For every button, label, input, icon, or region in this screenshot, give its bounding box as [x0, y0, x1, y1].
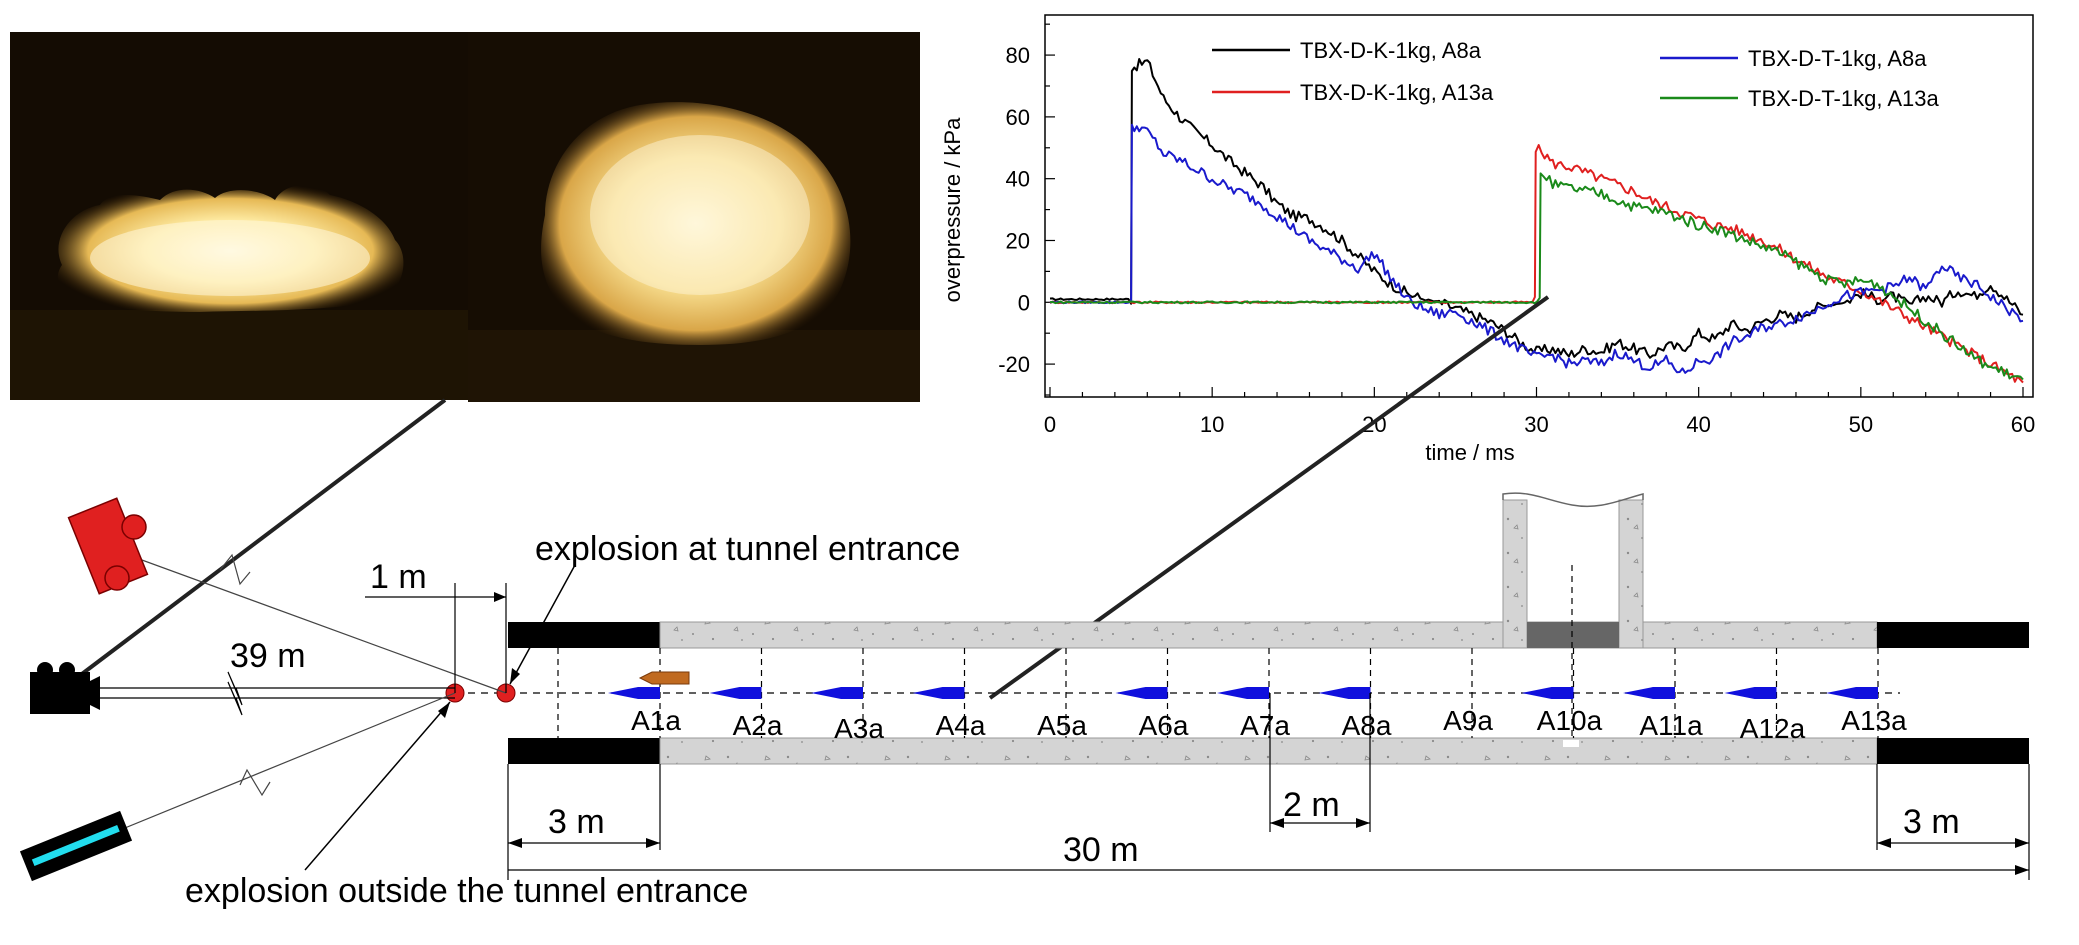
gauge-label: A8a — [1342, 710, 1392, 741]
dimension-1m: 1 m — [365, 558, 507, 693]
y-tick-label: -20 — [998, 352, 1030, 377]
gauge-label: A7a — [1240, 710, 1290, 741]
camera-lines — [90, 551, 507, 831]
gauge-label: A1a — [631, 705, 681, 736]
gauge-sensor-a4a — [912, 687, 965, 699]
label-explosion-outside: explosion outside the tunnel entrance — [185, 872, 748, 910]
annotation-explosion-entrance: explosion at tunnel entrance — [509, 530, 960, 685]
pressure-gauges: A1a A2a A3a A4a A5a A6a A7a A8a A9a A10a A11a A12a A… — [608, 687, 1907, 744]
bottom-wall-marker — [1563, 740, 1579, 747]
label-3m-left: 3 m — [548, 803, 605, 841]
tunnel-portal-bottom-left — [508, 738, 660, 764]
gauge-sensor-a1a — [608, 687, 660, 699]
dimension-3m-left: 3 m — [507, 764, 661, 880]
label-39m: 39 m — [230, 637, 306, 675]
dimension-2m: 2 m — [1269, 693, 1371, 832]
y-tick-label: 20 — [1006, 228, 1030, 253]
gauge-sensor-a10a — [1521, 687, 1574, 699]
highspeed-camera-icon — [19, 810, 133, 882]
gauge-label: A11a — [1639, 710, 1703, 741]
series-line-0 — [1049, 58, 2024, 359]
x-tick-label: 60 — [2011, 412, 2035, 437]
gauge-label: A4a — [936, 710, 986, 741]
legend-label-t-a8a: TBX-D-T-1kg, A8a — [1748, 46, 1927, 71]
fireball-photo-outside — [10, 32, 468, 400]
y-tick-label: 40 — [1006, 167, 1030, 192]
gauge-label: A3a — [834, 713, 884, 744]
tunnel-diagram: A1a A2a A3a A4a A5a A6a A7a A8a A9a A10a A11a A12a A… — [455, 492, 2029, 765]
label-30m: 30 m — [1063, 831, 1139, 869]
label-1m: 1 m — [370, 558, 427, 596]
label-explosion-entrance: explosion at tunnel entrance — [535, 530, 960, 568]
fireball-photo-entrance — [468, 32, 920, 402]
gauge-label: A2a — [733, 710, 783, 741]
chart-legend: TBX-D-K-1kg, A8a TBX-D-K-1kg, A13a TBX-D… — [1212, 38, 1940, 111]
label-3m-right: 3 m — [1903, 803, 1960, 841]
x-tick-label: 30 — [1524, 412, 1548, 437]
dimension-30m: 30 m — [508, 831, 2029, 875]
gauge-sensor-a11a — [1623, 687, 1675, 699]
charge-shell — [638, 671, 690, 685]
label-2m: 2 m — [1283, 786, 1340, 824]
tunnel-portal-top-left — [508, 622, 660, 648]
legend-label-k-a13a: TBX-D-K-1kg, A13a — [1300, 80, 1494, 105]
y-tick-label: 80 — [1006, 43, 1030, 68]
x-tick-label: 10 — [1200, 412, 1224, 437]
series-line-2 — [1049, 123, 2024, 374]
gauge-sensor-a13a — [1826, 687, 1878, 699]
tunnel-wall-top — [659, 621, 1878, 649]
series-line-3 — [1049, 172, 2024, 381]
gauge-sensor-a12a — [1724, 687, 1777, 699]
gauge-sensor-a2a — [709, 687, 762, 699]
ventilation-shaft — [1502, 492, 1644, 738]
chart-frame — [1044, 14, 2034, 398]
y-tick-label: 60 — [1006, 105, 1030, 130]
connector-photo-to-camera — [56, 398, 447, 694]
tunnel-portal-top-right — [1877, 622, 2029, 648]
series-line-1 — [1049, 144, 2024, 384]
x-tick-label: 50 — [1849, 412, 1873, 437]
dimension-3m-right: 3 m — [1876, 764, 2030, 880]
gauge-label: A12a — [1740, 713, 1806, 744]
x-tick-label: 0 — [1044, 412, 1056, 437]
gauge-label: A10a — [1537, 705, 1603, 736]
legend-label-k-a8a: TBX-D-K-1kg, A8a — [1300, 38, 1482, 63]
tunnel-portal-bottom-right — [1877, 738, 2029, 764]
tunnel-wall-bottom — [659, 737, 1878, 765]
legend-label-t-a13a: TBX-D-T-1kg, A13a — [1748, 86, 1940, 111]
x-tick-label: 40 — [1686, 412, 1710, 437]
gauge-sensor-a6a — [1115, 687, 1168, 699]
gauge-label: A6a — [1139, 710, 1189, 741]
video-camera-icon — [30, 662, 100, 714]
chart-y-axis-label: overpressure / kPa — [940, 117, 965, 302]
chart-series — [1049, 58, 2024, 384]
gauge-label: A5a — [1037, 710, 1087, 741]
camera-red-icon — [67, 497, 149, 595]
gauge-sensor-a7a — [1217, 687, 1269, 699]
gauge-sensor-a3a — [811, 687, 863, 699]
gauge-label: A13a — [1841, 705, 1907, 736]
y-tick-label: 0 — [1018, 290, 1030, 315]
annotation-explosion-outside: explosion outside the tunnel entrance — [185, 701, 748, 910]
gauge-sensor-a8a — [1318, 687, 1371, 699]
gauge-label: A9a — [1443, 705, 1493, 736]
chart-x-axis-label: time / ms — [1425, 440, 1514, 465]
